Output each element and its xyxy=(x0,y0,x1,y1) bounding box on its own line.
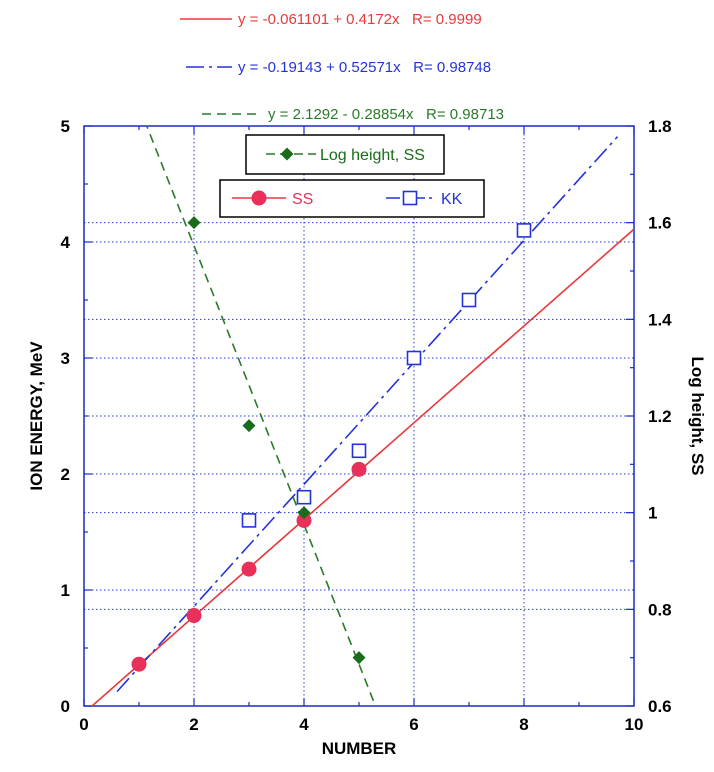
data-point-kk xyxy=(351,443,367,459)
x-tick-label: 0 xyxy=(79,715,88,734)
data-point-ss xyxy=(351,461,367,477)
legend-marker-ss xyxy=(251,190,267,206)
x-tick-label: 8 xyxy=(519,715,528,734)
legend-marker-kk xyxy=(402,190,418,206)
y-tick-label: 5 xyxy=(61,117,70,136)
legend-label-ss: SS xyxy=(292,191,313,208)
y2-tick-label: 0.6 xyxy=(648,697,672,716)
legend-box-log-height xyxy=(245,134,445,175)
y-tick-label: 3 xyxy=(61,349,70,368)
data-point-ss xyxy=(241,561,257,577)
fit-equation-label: y = -0.061101 + 0.4172x R= 0.9999 xyxy=(238,11,482,28)
y2-tick-label: 1 xyxy=(648,504,657,523)
data-point-log-height-ss xyxy=(242,419,256,433)
data-point-kk xyxy=(516,223,532,238)
data-point-kk xyxy=(461,292,477,308)
legend-marker-log-height xyxy=(280,147,294,161)
y-axis-title: ION ENERGY, MeV xyxy=(27,341,46,491)
x-tick-label: 2 xyxy=(189,715,198,734)
data-point-kk xyxy=(241,513,257,528)
y-tick-label: 2 xyxy=(61,465,70,484)
fit-line-log-height-ss xyxy=(145,126,377,706)
x-axis-title: NUMBER xyxy=(322,739,397,758)
fit-line-kk xyxy=(116,136,619,693)
y-tick-label: 0 xyxy=(61,697,70,716)
y2-tick-label: 1.2 xyxy=(648,407,672,426)
data-point-log-height-ss xyxy=(187,216,201,230)
legend-label-log-height: Log height, SS xyxy=(320,147,425,164)
x-tick-label: 6 xyxy=(409,715,418,734)
y-tick-label: 1 xyxy=(61,581,70,600)
y2-tick-label: 1.4 xyxy=(648,310,672,329)
x-tick-label: 4 xyxy=(299,715,309,734)
fit-equation-label: y = 2.1292 - 0.28854x R= 0.98713 xyxy=(268,106,504,123)
plot-area xyxy=(84,126,634,706)
data-point-ss xyxy=(186,608,202,624)
data-point-log-height-ss xyxy=(297,506,311,520)
legend-label-kk: KK xyxy=(441,191,463,208)
fit-equation-label: y = -0.19143 + 0.52571x R= 0.98748 xyxy=(238,59,491,76)
data-point-log-height-ss xyxy=(352,651,366,665)
x-tick-label: 10 xyxy=(625,715,644,734)
y2-axis-title: Log height, SS xyxy=(688,357,707,476)
data-point-kk xyxy=(296,489,312,505)
y2-tick-label: 0.8 xyxy=(648,600,672,619)
y2-tick-label: 1.8 xyxy=(648,117,672,136)
y2-tick-label: 1.6 xyxy=(648,214,672,233)
data-point-kk xyxy=(406,350,422,366)
y-tick-label: 4 xyxy=(61,233,71,252)
data-point-ss xyxy=(131,656,147,672)
